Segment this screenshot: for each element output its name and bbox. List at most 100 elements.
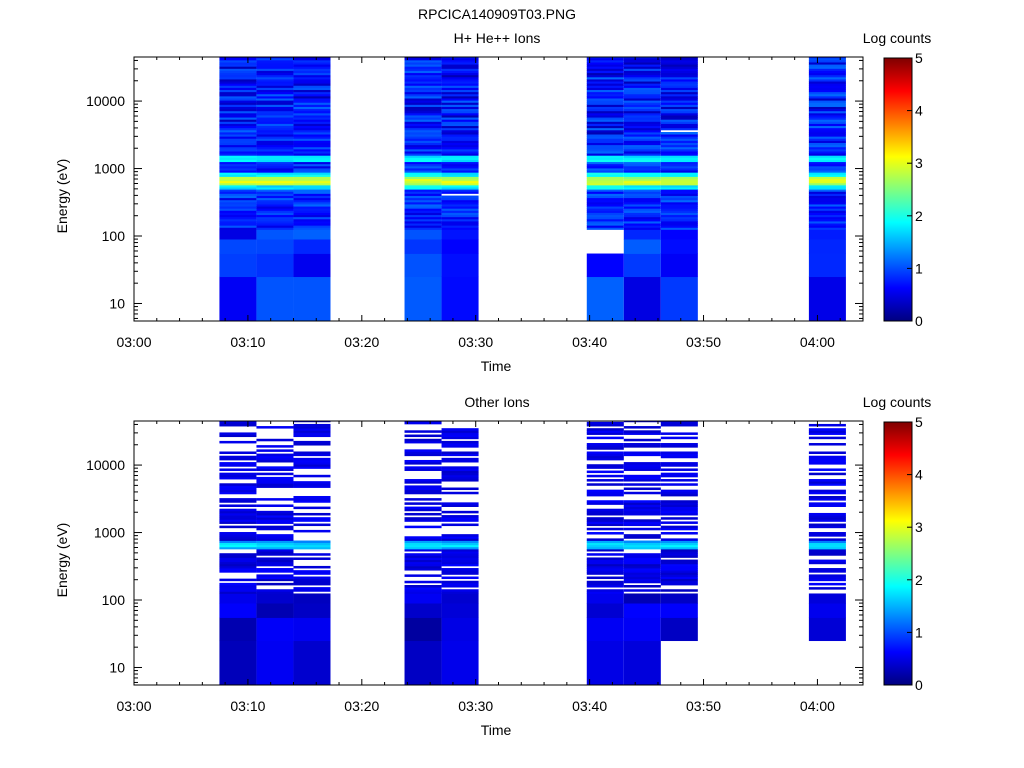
heatmap-cell: [256, 483, 294, 486]
heatmap-cell: [623, 540, 661, 544]
heatmap-cell: [660, 163, 698, 167]
heatmap-cell: [404, 434, 442, 438]
heatmap-cell: [441, 434, 479, 438]
heatmap-cell: [808, 538, 846, 541]
heatmap-cell: [404, 568, 442, 571]
heatmap-cell: [219, 487, 257, 491]
heatmap-cell: [586, 74, 624, 78]
heatmap-cell: [808, 110, 846, 114]
heatmap-cell: [623, 570, 661, 573]
heatmap-cell: [660, 483, 698, 486]
heatmap-cell: [623, 500, 661, 503]
heatmap-cell: [808, 57, 846, 61]
heatmap-cell: [293, 155, 331, 158]
y-tick-label: 1000: [94, 161, 125, 177]
heatmap-cell: [660, 229, 698, 240]
heatmap-cell: [441, 557, 479, 560]
heatmap-cell: [623, 62, 661, 65]
heatmap-cell: [808, 68, 846, 71]
heatmap-cell: [441, 640, 479, 686]
heatmap-cell: [441, 83, 479, 86]
heatmap-cell: [808, 191, 846, 194]
heatmap-cell: [404, 214, 442, 218]
heatmap-cell: [293, 540, 331, 544]
heatmap-cell: [256, 85, 294, 88]
heatmap-cell: [404, 498, 442, 501]
heatmap-cell: [256, 155, 294, 158]
heatmap-cell: [660, 218, 698, 222]
heatmap-cell: [586, 585, 624, 588]
heatmap-cell: [219, 68, 257, 71]
heatmap-cell: [219, 170, 257, 173]
x-tick-label: 03:20: [344, 698, 379, 714]
heatmap-cell: [623, 502, 661, 505]
heatmap-cell: [293, 572, 331, 575]
heatmap-cell: [293, 163, 331, 167]
heatmap-cell: [404, 176, 442, 180]
heatmap-cell: [293, 453, 331, 457]
heatmap-cell: [441, 140, 479, 143]
heatmap-cell: [293, 474, 331, 478]
heatmap-cell: [660, 153, 698, 156]
heatmap-cell: [404, 95, 442, 99]
heatmap-cell: [623, 140, 661, 143]
x-tick-label: 03:10: [230, 334, 265, 350]
heatmap-cell: [586, 131, 624, 135]
heatmap-cell: [293, 483, 331, 486]
heatmap-cell: [256, 117, 294, 120]
heatmap-cell: [293, 193, 331, 196]
heatmap-cell: [808, 140, 846, 143]
heatmap-cell: [586, 172, 624, 175]
heatmap-cell: [404, 512, 442, 516]
heatmap-cell: [586, 93, 624, 97]
heatmap-cell: [219, 617, 257, 642]
heatmap-cell: [586, 591, 624, 594]
heatmap-cell: [441, 221, 479, 224]
heatmap-cell: [256, 195, 294, 199]
heatmap-cell: [441, 229, 479, 240]
heatmap-cell: [623, 74, 661, 78]
heatmap-cell: [623, 91, 661, 95]
heatmap-cell: [441, 546, 479, 550]
heatmap-cell: [404, 218, 442, 222]
heatmap-cell: [808, 95, 846, 99]
heatmap-cell: [219, 129, 257, 133]
heatmap-cell: [586, 423, 624, 427]
heatmap-cell: [256, 214, 294, 218]
heatmap-cell: [441, 81, 479, 84]
heatmap-cell: [441, 72, 479, 76]
heatmap-cell: [404, 66, 442, 69]
heatmap-cell: [256, 515, 294, 518]
heatmap-cell: [404, 91, 442, 95]
heatmap-cell: [256, 466, 294, 469]
heatmap-cell: [404, 212, 442, 216]
heatmap-cell: [256, 538, 294, 541]
heatmap-cell: [660, 87, 698, 91]
heatmap-cell: [256, 72, 294, 76]
heatmap-cell: [623, 172, 661, 175]
heatmap-cell: [808, 462, 846, 465]
heatmap-cell: [623, 421, 661, 423]
heatmap-cell: [623, 87, 661, 91]
heatmap-cell: [293, 93, 331, 97]
heatmap-cell: [808, 62, 846, 65]
heatmap-cell: [293, 576, 331, 580]
heatmap-cell: [441, 206, 479, 209]
heatmap-cell: [256, 589, 294, 592]
heatmap-cell: [586, 89, 624, 93]
heatmap-cell: [586, 91, 624, 95]
heatmap-cell: [293, 125, 331, 129]
heatmap-cell: [808, 517, 846, 520]
heatmap-cell: [293, 428, 331, 431]
heatmap-cell: [256, 174, 294, 177]
heatmap-cell: [808, 189, 846, 192]
heatmap-cell: [404, 85, 442, 88]
heatmap-cell: [808, 187, 846, 190]
heatmap-cell: [256, 172, 294, 175]
heatmap-cell: [404, 153, 442, 156]
heatmap-cell: [808, 83, 846, 86]
heatmap-cell: [808, 546, 846, 550]
heatmap-cell: [660, 64, 698, 67]
heatmap-cell: [441, 510, 479, 514]
heatmap-cell: [586, 617, 624, 642]
